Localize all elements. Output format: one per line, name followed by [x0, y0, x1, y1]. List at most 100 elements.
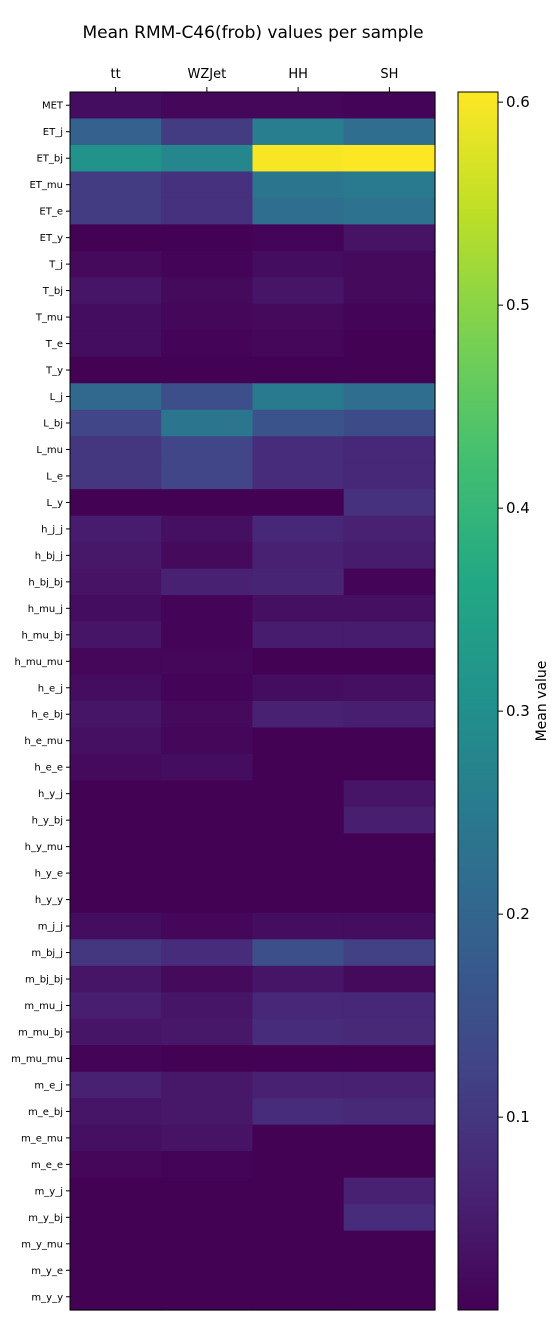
- heatmap-cell-h_bj_bj-HH: [252, 568, 345, 596]
- heatmap-cell-h_y_e-HH: [252, 859, 345, 887]
- heatmap-cell-h_y_e-tt: [70, 859, 162, 887]
- heatmap-cell-MET-SH: [343, 92, 436, 120]
- y-tick-label-L_bj: L_bj: [43, 418, 63, 429]
- x-axis: tt WZJet HH SH: [111, 67, 398, 92]
- heatmap-cell-h_j_j-SH: [343, 515, 436, 543]
- heatmap-cell-ET_e-WZJet: [161, 197, 254, 225]
- y-tick-label-h_y_mu: h_y_mu: [25, 842, 63, 853]
- colorbar-label: Mean value: [534, 661, 550, 742]
- heatmap-cell-h_e_e-WZJet: [161, 753, 254, 782]
- heatmap-cell-m_y_mu-HH: [252, 1230, 345, 1258]
- x-tick-label-WZJet: WZJet: [188, 67, 227, 82]
- heatmap-cell-MET-tt: [70, 92, 162, 120]
- y-tick-label-m_bj_bj: m_bj_bj: [25, 975, 63, 986]
- heatmap-cell-h_e_mu-tt: [70, 727, 162, 755]
- heatmap-cell-T_mu-WZJet: [161, 303, 254, 331]
- heatmap-cell-T_mu-HH: [252, 303, 345, 331]
- heatmap-cell-m_e_j-HH: [252, 1071, 345, 1099]
- heatmap-cell-h_y_y-HH: [252, 886, 345, 914]
- heatmap-cell-m_j_j-SH: [343, 912, 436, 940]
- y-tick-label-m_y_j: m_y_j: [35, 1186, 63, 1197]
- heatmap-cell-L_y-tt: [70, 489, 162, 517]
- y-tick-label-m_y_bj: m_y_bj: [28, 1213, 63, 1224]
- heatmap-cell-m_bj_bj-WZJet: [161, 965, 254, 993]
- heatmap-cell-h_y_bj-tt: [70, 806, 162, 834]
- heatmap-cell-h_e_j-WZJet: [161, 674, 254, 702]
- heatmap-cell-h_y_e-WZJet: [161, 859, 254, 887]
- heatmap-cell-h_bj_bj-tt: [70, 568, 162, 596]
- heatmap-cell-m_bj_j-tt: [70, 939, 162, 967]
- chart-title: Mean RMM-C46(frob) values per sample: [82, 23, 423, 43]
- heatmap-cell-h_e_e-SH: [343, 753, 436, 782]
- heatmap-cell-T_y-HH: [252, 356, 345, 384]
- colorbar-axis: 0.1 0.2 0.3 0.4 0.5 0.6: [498, 93, 530, 1126]
- heatmap-cell-ET_bj-HH: [252, 144, 345, 173]
- y-tick-label-h_e_j: h_e_j: [38, 683, 63, 694]
- heatmap-cell-h_e_e-HH: [252, 753, 345, 782]
- heatmap-cell-h_mu_j-WZJet: [161, 595, 254, 623]
- heatmap-cell-ET_j-HH: [252, 118, 345, 146]
- heatmap-cell-h_mu_j-tt: [70, 595, 162, 623]
- heatmap-cell-L_j-tt: [70, 383, 162, 411]
- heatmap-cell-h_y_mu-tt: [70, 833, 162, 861]
- heatmap-cell-h_e_j-tt: [70, 674, 162, 702]
- heatmap-cell-m_mu_mu-tt: [70, 1045, 162, 1073]
- y-tick-label-ET_j: ET_j: [43, 127, 63, 138]
- heatmap-cell-ET_j-WZJet: [161, 118, 254, 146]
- y-tick-label-m_y_mu: m_y_mu: [21, 1239, 63, 1250]
- heatmap-cell-h_e_mu-HH: [252, 727, 345, 755]
- heatmap-cell-L_bj-SH: [343, 409, 436, 437]
- heatmap-cell-h_e_bj-tt: [70, 701, 162, 729]
- heatmap-cell-L_y-WZJet: [161, 489, 254, 517]
- heatmap-cell-ET_bj-SH: [343, 144, 436, 173]
- y-tick-label-ET_bj: ET_bj: [36, 154, 63, 165]
- heatmap-cell-m_mu_j-SH: [343, 992, 436, 1020]
- heatmap-cell-m_e_mu-SH: [343, 1124, 436, 1152]
- heatmap-cell-m_e_e-WZJet: [161, 1151, 254, 1179]
- heatmap-cell-ET_j-tt: [70, 118, 162, 146]
- heatmap-cell-m_mu_j-tt: [70, 992, 162, 1020]
- heatmap-cell-m_e_e-HH: [252, 1151, 345, 1179]
- y-tick-label-h_mu_mu: h_mu_mu: [15, 657, 64, 668]
- heatmap-cell-L_mu-WZJet: [161, 436, 254, 464]
- heatmap-cell-m_y_bj-tt: [70, 1204, 162, 1232]
- heatmap-cell-m_mu_mu-SH: [343, 1045, 436, 1073]
- heatmap-cell-T_y-tt: [70, 356, 162, 384]
- heatmap-cell-T_j-WZJet: [161, 250, 254, 278]
- y-tick-label-T_j: T_j: [48, 260, 63, 271]
- heatmap-cell-T_mu-tt: [70, 303, 162, 331]
- heatmap-cell-m_y_y-HH: [252, 1283, 345, 1311]
- heatmap-cell-h_y_mu-SH: [343, 833, 436, 861]
- colorbar-tick-label: 0.4: [506, 499, 530, 517]
- heatmap-cell-h_bj_bj-WZJet: [161, 568, 254, 596]
- heatmap-cell-m_e_bj-SH: [343, 1098, 436, 1126]
- heatmap-cell-h_y_j-tt: [70, 780, 162, 808]
- heatmap-cell-h_e_mu-WZJet: [161, 727, 254, 755]
- heatmap-cell-m_e_e-SH: [343, 1151, 436, 1179]
- heatmap-cell-L_j-WZJet: [161, 383, 254, 411]
- heatmap-cell-m_j_j-HH: [252, 912, 345, 940]
- heatmap-cell-m_y_bj-HH: [252, 1204, 345, 1232]
- heatmap-cell-ET_mu-tt: [70, 171, 162, 199]
- heatmap-cell-m_bj_j-WZJet: [161, 939, 254, 967]
- heatmap-cell-T_e-WZJet: [161, 330, 254, 358]
- heatmap-cell-T_bj-WZJet: [161, 277, 254, 305]
- heatmap-cell-m_y_y-WZJet: [161, 1283, 254, 1311]
- heatmap-cell-h_y_j-HH: [252, 780, 345, 808]
- heatmap-cells: [70, 92, 436, 1311]
- heatmap-cell-m_e_e-tt: [70, 1151, 162, 1179]
- heatmap-cell-L_mu-SH: [343, 436, 436, 464]
- heatmap-cell-m_y_e-WZJet: [161, 1257, 254, 1285]
- heatmap-cell-m_j_j-WZJet: [161, 912, 254, 940]
- heatmap-cell-h_mu_j-HH: [252, 595, 345, 623]
- heatmap-cell-T_j-SH: [343, 250, 436, 278]
- heatmap-cell-m_bj_bj-SH: [343, 965, 436, 993]
- y-tick-label-h_mu_bj: h_mu_bj: [21, 630, 63, 641]
- heatmap-cell-ET_e-SH: [343, 197, 436, 225]
- heatmap-cell-h_bj_j-tt: [70, 542, 162, 570]
- heatmap-cell-m_e_j-WZJet: [161, 1071, 254, 1099]
- heatmap-cell-m_y_e-SH: [343, 1257, 436, 1285]
- heatmap-cell-T_bj-SH: [343, 277, 436, 305]
- heatmap-cell-T_j-HH: [252, 250, 345, 278]
